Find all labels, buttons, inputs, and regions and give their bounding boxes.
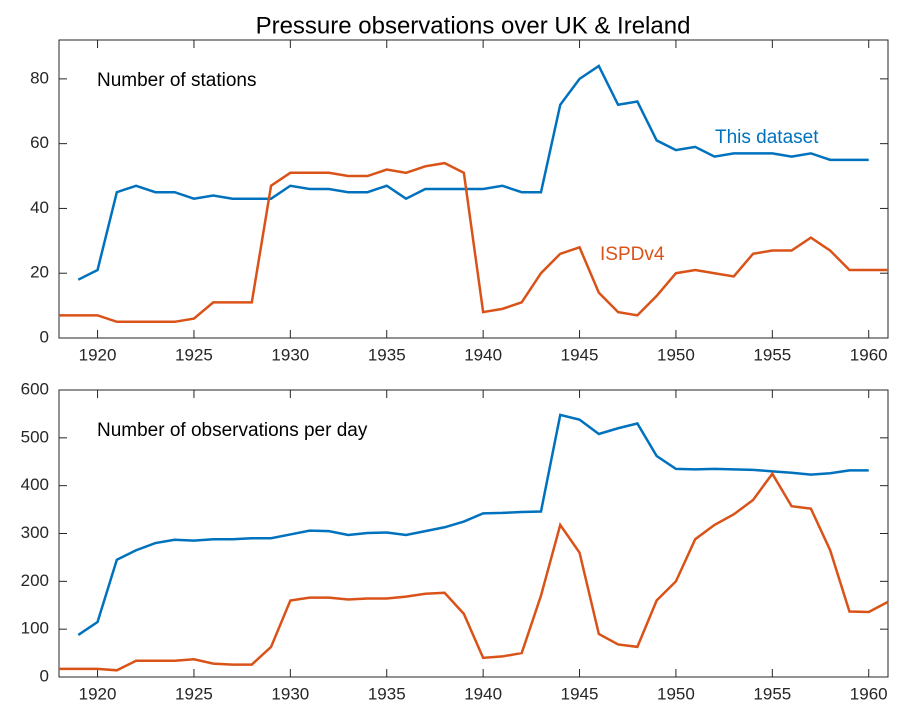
chart-title: Pressure observations over UK & Ireland: [256, 12, 691, 39]
y-tick-label: 600: [21, 379, 49, 398]
x-tick-label: 1960: [850, 684, 888, 703]
y-tick-label: 60: [30, 133, 49, 152]
x-tick-label: 1940: [464, 684, 502, 703]
x-tick-label: 1930: [271, 345, 309, 364]
y-tick-label: 40: [30, 198, 49, 217]
x-tick-label: 1960: [850, 345, 888, 364]
y-tick-label: 20: [30, 263, 49, 282]
data-line: [59, 471, 889, 672]
series-label: ISPDv4: [600, 244, 665, 265]
y-tick-label: 300: [21, 523, 49, 542]
x-tick-label: 1955: [753, 345, 791, 364]
x-tick-label: 1955: [753, 684, 791, 703]
series-label: This dataset: [715, 127, 819, 148]
x-tick-label: 1930: [271, 684, 309, 703]
data-line: [77, 413, 869, 636]
y-tick-label: 0: [40, 327, 49, 346]
x-tick-label: 1935: [368, 345, 406, 364]
x-tick-label: 1945: [561, 684, 599, 703]
x-tick-label: 1950: [657, 345, 695, 364]
x-tick-label: 1935: [368, 684, 406, 703]
data-line: [59, 161, 888, 324]
y-tick-label: 80: [30, 68, 49, 87]
y-tick-label: 0: [40, 666, 49, 685]
panel-label: Number of stations: [97, 70, 256, 91]
x-tick-label: 1945: [561, 345, 599, 364]
x-tick-label: 1925: [175, 345, 213, 364]
x-tick-label: 1950: [657, 684, 695, 703]
x-tick-label: 1925: [175, 684, 213, 703]
y-tick-label: 100: [21, 619, 49, 638]
y-tick-label: 400: [21, 475, 49, 494]
x-tick-label: 1920: [79, 345, 117, 364]
panel-label: Number of observations per day: [97, 420, 368, 441]
data-line: [77, 64, 869, 281]
y-tick-label: 500: [21, 427, 49, 446]
y-tick-label: 200: [21, 571, 49, 590]
x-tick-label: 1940: [464, 345, 502, 364]
x-tick-label: 1920: [79, 684, 117, 703]
